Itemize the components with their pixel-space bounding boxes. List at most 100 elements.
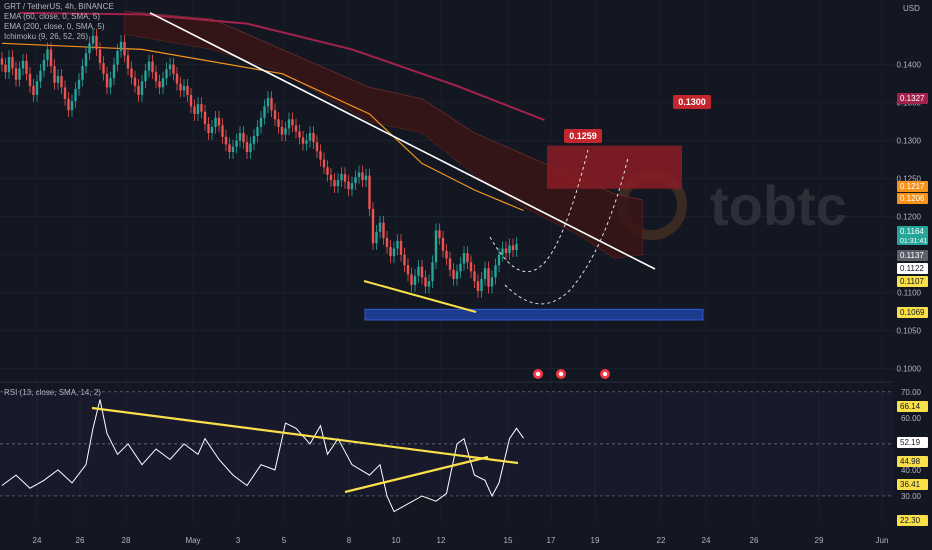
grid bbox=[0, 64, 893, 383]
rsi-tick-label: 40.00 bbox=[901, 466, 922, 475]
candle-body bbox=[126, 55, 130, 69]
candle-body bbox=[459, 263, 462, 272]
candle-body bbox=[242, 133, 245, 143]
candle-body bbox=[18, 68, 21, 80]
candle-body bbox=[455, 271, 459, 279]
candle-body bbox=[81, 66, 84, 80]
time-tick-label: 29 bbox=[815, 536, 824, 545]
candle-body bbox=[270, 98, 273, 111]
rsi-tag: 22.30 bbox=[900, 516, 921, 525]
time-tick-label: 15 bbox=[504, 536, 513, 545]
candle-body bbox=[158, 81, 161, 88]
candle-body bbox=[284, 128, 287, 135]
candle-body bbox=[196, 104, 200, 114]
candle-body bbox=[277, 119, 280, 127]
indicator-ichimoku[interactable]: Ichimoku (9, 26, 52, 26) bbox=[4, 32, 89, 41]
candle-body bbox=[228, 144, 231, 152]
candle-body bbox=[305, 140, 308, 144]
candle-body bbox=[403, 254, 406, 266]
indicator-ema60[interactable]: EMA (60, close, 0, SMA, 5) bbox=[4, 12, 101, 21]
candle-body bbox=[182, 85, 186, 91]
price-tag-bg bbox=[897, 193, 928, 204]
price-tag-bg bbox=[897, 93, 928, 104]
candle-body bbox=[333, 180, 336, 187]
support-trendline bbox=[363, 280, 477, 313]
candle-body bbox=[42, 60, 46, 71]
candle-body bbox=[406, 265, 410, 275]
indicator-ema200[interactable]: EMA (200, close, 0, SMA, 5) bbox=[4, 22, 105, 31]
candle-body bbox=[32, 85, 35, 95]
ema-lines bbox=[1, 11, 545, 212]
candle-body bbox=[280, 126, 284, 135]
candle-body bbox=[340, 174, 343, 181]
candle-body bbox=[193, 106, 196, 114]
price-tag-bg bbox=[897, 263, 928, 274]
candle-body bbox=[98, 49, 102, 64]
trend-line bbox=[149, 12, 656, 270]
target-label-1-bg bbox=[564, 129, 602, 143]
candle-body bbox=[63, 87, 67, 99]
price-tick-label: 0.1000 bbox=[897, 365, 922, 374]
time-tick-label: 5 bbox=[282, 536, 287, 545]
rsi-tag-bg bbox=[897, 401, 928, 412]
candle-body bbox=[301, 137, 305, 144]
candle-body bbox=[102, 63, 105, 74]
candle-body bbox=[385, 237, 389, 247]
projection-path-1 bbox=[489, 149, 589, 273]
candle-body bbox=[207, 123, 210, 133]
candle-body bbox=[476, 281, 480, 292]
candle-body bbox=[4, 64, 7, 73]
price-tag: 0.1107 bbox=[900, 277, 924, 286]
candle-body bbox=[322, 159, 326, 168]
candle-body bbox=[245, 142, 249, 152]
candle-body bbox=[354, 177, 357, 184]
candle-body bbox=[371, 209, 375, 244]
candle-body bbox=[172, 64, 175, 74]
candle-body bbox=[175, 73, 179, 84]
rsi-tag-bg bbox=[897, 515, 928, 526]
candle-body bbox=[161, 78, 165, 88]
time-tick-label: 12 bbox=[437, 536, 446, 545]
candle-body bbox=[336, 180, 340, 187]
candle-body bbox=[420, 266, 424, 278]
time-tick-label: 10 bbox=[392, 536, 401, 545]
event-flag-dot bbox=[602, 371, 608, 377]
price-tag: 0.1137 bbox=[900, 251, 924, 260]
candle-body bbox=[424, 277, 427, 287]
candle-body bbox=[487, 268, 490, 287]
target-label-1: 0.1259 bbox=[569, 131, 597, 141]
candle-body bbox=[210, 126, 214, 133]
symbol-title[interactable]: GRT / TetherUS, 4h, BINANCE bbox=[4, 2, 114, 11]
price-tag: 0.1217 bbox=[900, 182, 925, 191]
price-tag-bg bbox=[897, 181, 928, 192]
event-flag-dot bbox=[535, 371, 541, 377]
candle-body bbox=[88, 43, 91, 54]
price-tag: 0.1327 bbox=[900, 94, 925, 103]
indicator-rsi[interactable]: RSI (13, close, SMA, 14, 2) bbox=[4, 388, 101, 397]
candle-body bbox=[221, 125, 224, 137]
candle-body bbox=[53, 66, 56, 83]
event-icons bbox=[533, 369, 610, 379]
candle-body bbox=[35, 81, 39, 95]
candle-body bbox=[263, 106, 266, 118]
rsi-tag: 66.14 bbox=[900, 402, 921, 411]
rsi-tag: 52.19 bbox=[900, 438, 921, 447]
price-tag-bg bbox=[897, 250, 928, 261]
time-tick-label: Jun bbox=[876, 536, 889, 545]
candle-body bbox=[49, 49, 53, 67]
candle-body bbox=[119, 41, 123, 51]
candle-body bbox=[473, 271, 476, 282]
candle-body bbox=[144, 70, 147, 82]
candle-body bbox=[490, 277, 494, 287]
candle-body bbox=[480, 278, 483, 292]
candles bbox=[0, 28, 518, 298]
candle-body bbox=[466, 253, 469, 263]
candle-body bbox=[427, 281, 431, 287]
target-zone bbox=[547, 145, 682, 189]
candle-body bbox=[165, 69, 168, 79]
candle-body bbox=[14, 68, 18, 80]
projection-path-2 bbox=[504, 157, 629, 305]
target-label-2: 0.1300 bbox=[678, 97, 706, 107]
candle-body bbox=[298, 131, 301, 138]
